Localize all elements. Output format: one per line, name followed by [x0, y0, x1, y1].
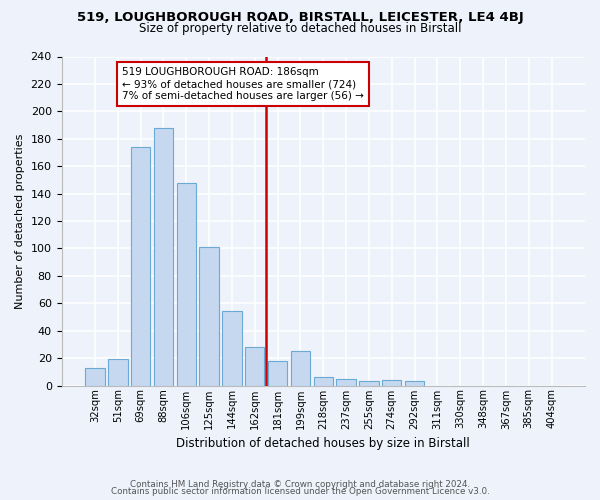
Text: Size of property relative to detached houses in Birstall: Size of property relative to detached ho… — [139, 22, 461, 35]
Bar — [291, 351, 310, 386]
Bar — [359, 382, 379, 386]
Bar — [108, 360, 128, 386]
Text: Contains public sector information licensed under the Open Government Licence v3: Contains public sector information licen… — [110, 487, 490, 496]
Bar — [268, 361, 287, 386]
Bar — [405, 382, 424, 386]
Bar — [314, 378, 333, 386]
Text: 519, LOUGHBOROUGH ROAD, BIRSTALL, LEICESTER, LE4 4BJ: 519, LOUGHBOROUGH ROAD, BIRSTALL, LEICES… — [77, 12, 523, 24]
Bar — [337, 378, 356, 386]
Bar — [85, 368, 105, 386]
Text: 519 LOUGHBOROUGH ROAD: 186sqm
← 93% of detached houses are smaller (724)
7% of s: 519 LOUGHBOROUGH ROAD: 186sqm ← 93% of d… — [122, 68, 364, 100]
Bar — [222, 312, 242, 386]
Bar — [199, 247, 219, 386]
Bar — [382, 380, 401, 386]
Bar — [131, 147, 151, 386]
Y-axis label: Number of detached properties: Number of detached properties — [15, 134, 25, 308]
Text: Contains HM Land Registry data © Crown copyright and database right 2024.: Contains HM Land Registry data © Crown c… — [130, 480, 470, 489]
Bar — [176, 182, 196, 386]
X-axis label: Distribution of detached houses by size in Birstall: Distribution of detached houses by size … — [176, 437, 470, 450]
Bar — [154, 128, 173, 386]
Bar — [245, 347, 265, 386]
